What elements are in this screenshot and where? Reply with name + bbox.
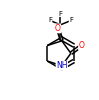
Text: F: F [48,18,52,24]
Text: O: O [79,41,84,50]
Text: F: F [59,11,62,17]
Text: F: F [69,18,73,24]
Text: NH: NH [56,61,68,70]
Text: O: O [55,24,61,33]
